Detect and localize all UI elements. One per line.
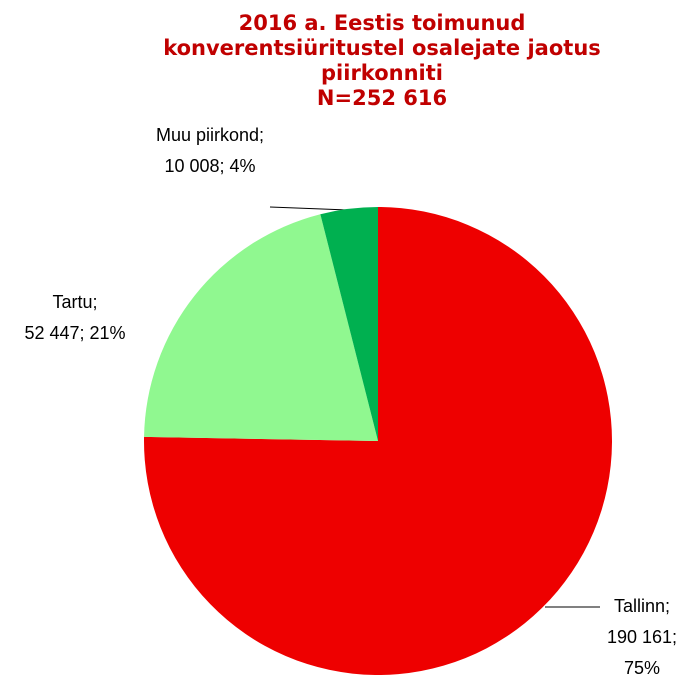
label-part: 10 008;	[164, 156, 225, 176]
chart-title: piirkonniti	[321, 61, 443, 85]
data-label: Tartu; 52 447; 21%	[0, 287, 150, 349]
label-part: Tallinn;	[613, 596, 671, 616]
label-part: 21%	[89, 323, 126, 343]
label-part: 75%	[623, 658, 661, 677]
label-part: 190 161;	[606, 627, 678, 647]
chart-title: 2016 a. Eestis toimunud	[239, 11, 526, 35]
label-part: Tartu;	[52, 292, 98, 312]
chart-title: konverentsiüritustel osalejate jaotus	[163, 36, 601, 60]
label-part: 52 447;	[24, 323, 85, 343]
data-label: Muu piirkond; 10 008; 4%	[140, 120, 280, 182]
label-part: 4%	[229, 156, 256, 176]
label-part: Muu piirkond;	[155, 125, 265, 145]
pie-slice	[320, 207, 378, 441]
pie-slice	[144, 214, 378, 441]
chart-subtitle: N=252 616	[317, 86, 447, 110]
data-label: Tallinn; 190 161; 75%	[597, 591, 687, 677]
leader-line	[269, 206, 349, 211]
